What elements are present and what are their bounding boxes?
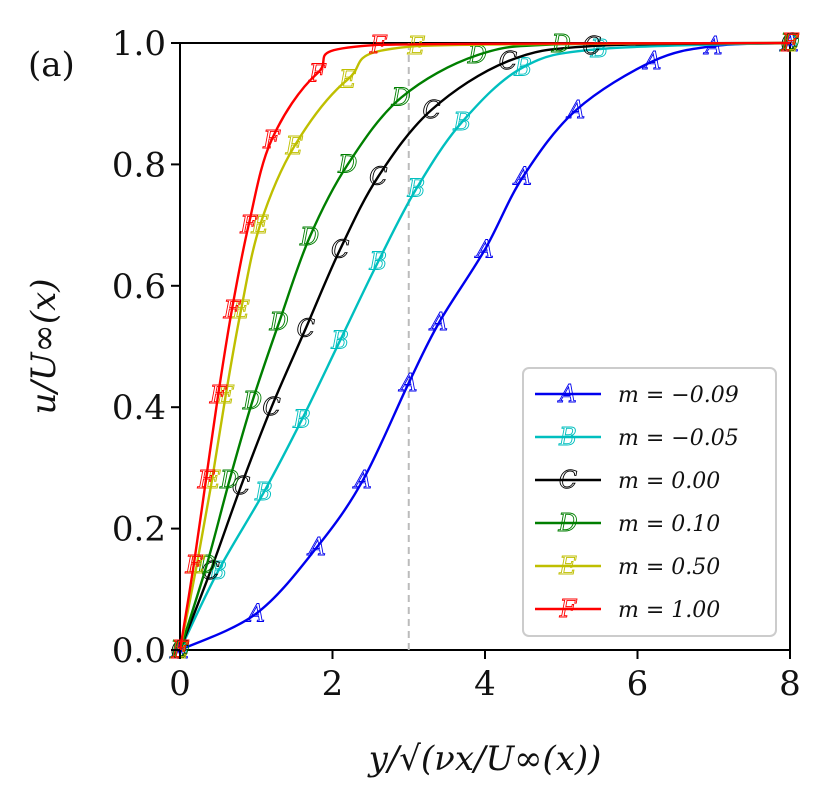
data-point-D: D bbox=[299, 223, 319, 251]
y-tick-label: 0.4 bbox=[112, 388, 166, 428]
series-E: EEEEEEEEEE bbox=[170, 29, 800, 665]
panel-label: (a) bbox=[28, 45, 75, 85]
series-C: CCCCCCCCCCC bbox=[170, 29, 799, 665]
data-point-F: F bbox=[262, 126, 281, 154]
series-line-C bbox=[178, 41, 791, 651]
data-point-F: F bbox=[781, 29, 800, 57]
data-point-C: C bbox=[232, 472, 250, 500]
data-point-F: F bbox=[184, 551, 203, 579]
legend-marker: A bbox=[557, 380, 576, 408]
data-point-D: D bbox=[391, 84, 411, 112]
x-tick-label: 4 bbox=[474, 664, 496, 704]
x-tick-label: 8 bbox=[779, 664, 801, 704]
y-tick-label: 0.8 bbox=[112, 145, 166, 185]
data-point-A: A bbox=[352, 466, 371, 494]
data-point-E: E bbox=[338, 65, 357, 93]
series-line-D bbox=[178, 41, 791, 651]
data-point-C: C bbox=[583, 32, 601, 60]
legend-label: m = 0.10 bbox=[618, 512, 720, 537]
series-line-F bbox=[178, 41, 791, 651]
data-point-A: A bbox=[398, 369, 417, 397]
data-point-D: D bbox=[219, 466, 239, 494]
data-point-B: B bbox=[330, 326, 349, 354]
data-point-A: A bbox=[642, 47, 661, 75]
legend-label: m = −0.09 bbox=[618, 383, 739, 408]
series-group: AAAAAAAAAAAABBBBBBBBBBBCCCCCCCCCCCDDDDDD… bbox=[169, 29, 800, 665]
data-point-B: B bbox=[452, 108, 471, 136]
data-point-A: A bbox=[474, 235, 493, 263]
legend-label: m = 1.00 bbox=[618, 598, 720, 623]
data-point-F: F bbox=[239, 211, 258, 239]
y-axis-label: u/U∞(x) bbox=[24, 278, 64, 414]
legend-marker: D bbox=[557, 509, 577, 537]
data-point-E: E bbox=[216, 381, 235, 409]
data-point-D: D bbox=[269, 308, 289, 336]
data-point-E: E bbox=[250, 211, 269, 239]
series-line-A bbox=[179, 41, 791, 652]
series-line-B bbox=[178, 41, 791, 651]
data-point-B: B bbox=[254, 478, 273, 506]
data-point-A: A bbox=[703, 32, 722, 60]
data-point-C: C bbox=[331, 235, 349, 263]
legend-marker: E bbox=[558, 552, 577, 580]
data-point-E: E bbox=[231, 296, 250, 324]
data-point-D: D bbox=[196, 551, 216, 579]
x-tick-label: 2 bbox=[322, 664, 344, 704]
legend-box bbox=[522, 367, 777, 637]
series-F: F F F F F F F F F F bbox=[170, 29, 800, 665]
data-point-E: E bbox=[285, 132, 304, 160]
data-point-F: F bbox=[209, 381, 228, 409]
x-tick-label: 0 bbox=[169, 664, 191, 704]
data-point-F: F bbox=[369, 31, 388, 59]
x-axis-label: y/√(νx/U∞(x)) bbox=[367, 739, 602, 779]
y-tick-label: 0.0 bbox=[112, 631, 166, 671]
data-point-B: B bbox=[513, 53, 532, 81]
data-point-B: B bbox=[407, 175, 426, 203]
data-point-F: F bbox=[197, 466, 216, 494]
legend-marker: F bbox=[559, 595, 578, 623]
data-point-B: B bbox=[590, 35, 609, 63]
series-line-E bbox=[178, 41, 791, 651]
legend-marker: C bbox=[559, 466, 577, 494]
data-point-A: A bbox=[429, 308, 448, 336]
x-tick-label: 6 bbox=[627, 664, 649, 704]
legend-marker: B bbox=[558, 423, 577, 451]
data-point-A: A bbox=[246, 600, 265, 628]
data-point-C: C bbox=[297, 314, 315, 342]
data-point-D: D bbox=[242, 387, 262, 415]
y-tick-label: 0.2 bbox=[112, 510, 166, 550]
data-point-B: B bbox=[292, 405, 311, 433]
data-point-C: C bbox=[369, 163, 387, 191]
data-point-A: A bbox=[512, 163, 531, 191]
data-point-D: D bbox=[337, 150, 357, 178]
plot-area: AAAAAAAAAAAABBBBBBBBBBBCCCCCCCCCCCDDDDDD… bbox=[169, 29, 800, 665]
y-tick-label: 1.0 bbox=[112, 24, 166, 64]
data-point-C: C bbox=[422, 96, 440, 124]
data-point-C: C bbox=[262, 393, 280, 421]
data-point-B: B bbox=[368, 248, 387, 276]
data-point-F: F bbox=[223, 296, 242, 324]
legend-label: m = −0.05 bbox=[618, 426, 739, 451]
series-D: DDDDDDDDDDD bbox=[169, 29, 800, 665]
y-tick-label: 0.6 bbox=[112, 267, 166, 307]
ticks-group: 0 2 4 6 8 0.0 0.2 0.4 0.6 0.8 1.0 bbox=[112, 24, 801, 704]
legend-label: m = 0.50 bbox=[618, 555, 720, 580]
data-point-C: C bbox=[201, 557, 219, 585]
data-point-F: F bbox=[308, 59, 327, 87]
legend-label: m = 0.00 bbox=[618, 469, 720, 494]
data-point-D: D bbox=[467, 41, 487, 69]
data-point-C: C bbox=[499, 47, 517, 75]
data-point-A: A bbox=[566, 96, 585, 124]
data-point-A: A bbox=[307, 533, 326, 561]
data-point-E: E bbox=[407, 32, 426, 60]
